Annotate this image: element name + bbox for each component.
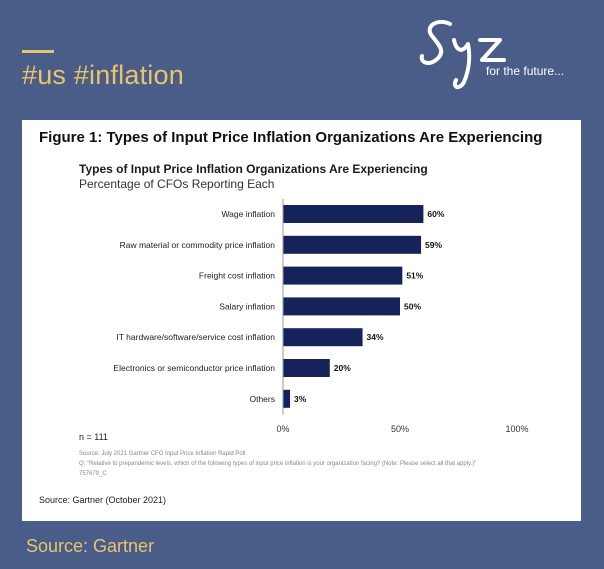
bar bbox=[283, 328, 363, 347]
value-label: 3% bbox=[294, 394, 307, 404]
syz-logo bbox=[419, 19, 506, 89]
id-note: 757679_C bbox=[79, 471, 107, 477]
category-label: Raw material or commodity price inflatio… bbox=[120, 240, 276, 250]
category-label: Others bbox=[249, 394, 275, 404]
value-label: 20% bbox=[334, 363, 351, 373]
hashtag-title: #us #inflation bbox=[22, 60, 184, 90]
bar bbox=[283, 235, 422, 254]
sample-size-note: n = 111 bbox=[79, 432, 108, 442]
category-label: Wage inflation bbox=[221, 209, 275, 219]
x-tick-label: 0% bbox=[276, 424, 289, 434]
value-label: 59% bbox=[425, 240, 442, 250]
card-source: Source: Gartner (October 2021) bbox=[39, 495, 167, 505]
logo-tagline: for the future... bbox=[486, 64, 565, 78]
category-label: IT hardware/software/service cost inflat… bbox=[116, 332, 275, 342]
bar bbox=[283, 266, 403, 285]
bar bbox=[283, 359, 330, 377]
chart-subtitle: Percentage of CFOs Reporting Each bbox=[79, 177, 275, 191]
footer-source: Source: Gartner bbox=[26, 536, 155, 556]
value-label: 60% bbox=[427, 209, 444, 219]
accent-bar bbox=[22, 50, 54, 53]
figure-title: Figure 1: Types of Input Price Inflation… bbox=[39, 129, 543, 146]
poll-source-note: Source: July 2021 Gartner CFO Input Pric… bbox=[79, 451, 246, 457]
bar bbox=[283, 205, 424, 223]
value-label: 51% bbox=[406, 271, 423, 281]
category-label: Salary inflation bbox=[219, 301, 275, 311]
x-tick-label: 100% bbox=[505, 424, 528, 434]
category-label: Electronics or semiconductor price infla… bbox=[113, 363, 275, 373]
value-label: 50% bbox=[404, 301, 421, 311]
bar-chart: Wage inflation 60% Raw material or commodi… bbox=[113, 199, 529, 434]
question-note: Q: "Relative to prepandemic levels, whic… bbox=[79, 461, 477, 467]
bar bbox=[283, 297, 400, 316]
x-tick-label: 50% bbox=[391, 424, 409, 434]
figure-card: Figure 1: Types of Input Price Inflation… bbox=[22, 120, 581, 521]
category-label: Freight cost inflation bbox=[199, 271, 275, 281]
bar bbox=[283, 389, 291, 408]
value-label: 34% bbox=[367, 332, 384, 342]
chart-title: Types of Input Price Inflation Organizat… bbox=[79, 162, 428, 176]
